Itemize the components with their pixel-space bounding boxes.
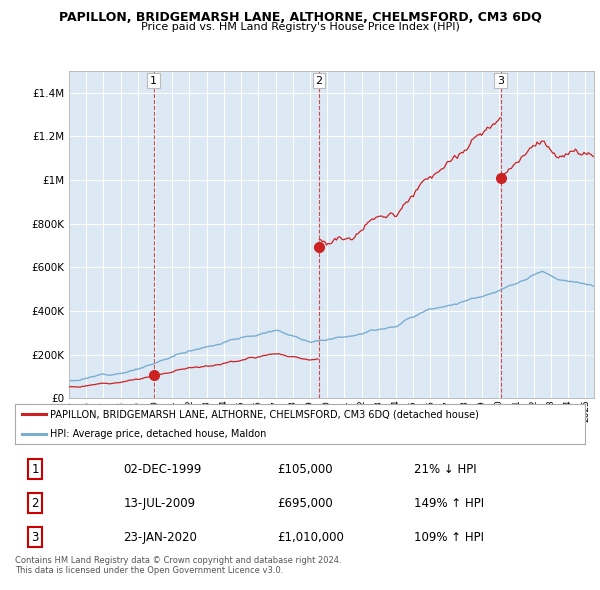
Text: 149% ↑ HPI: 149% ↑ HPI bbox=[414, 497, 484, 510]
Text: 2: 2 bbox=[316, 76, 323, 86]
Text: 3: 3 bbox=[497, 76, 504, 86]
Text: 2: 2 bbox=[31, 497, 39, 510]
Text: 109% ↑ HPI: 109% ↑ HPI bbox=[414, 530, 484, 544]
Text: £695,000: £695,000 bbox=[277, 497, 333, 510]
Text: This data is licensed under the Open Government Licence v3.0.: This data is licensed under the Open Gov… bbox=[15, 566, 283, 575]
Text: 13-JUL-2009: 13-JUL-2009 bbox=[124, 497, 196, 510]
Text: HPI: Average price, detached house, Maldon: HPI: Average price, detached house, Mald… bbox=[50, 429, 267, 438]
Text: 02-DEC-1999: 02-DEC-1999 bbox=[124, 463, 202, 476]
Text: 21% ↓ HPI: 21% ↓ HPI bbox=[414, 463, 476, 476]
Text: Price paid vs. HM Land Registry's House Price Index (HPI): Price paid vs. HM Land Registry's House … bbox=[140, 22, 460, 32]
Text: PAPILLON, BRIDGEMARSH LANE, ALTHORNE, CHELMSFORD, CM3 6DQ: PAPILLON, BRIDGEMARSH LANE, ALTHORNE, CH… bbox=[59, 11, 541, 24]
Text: Contains HM Land Registry data © Crown copyright and database right 2024.: Contains HM Land Registry data © Crown c… bbox=[15, 556, 341, 565]
Text: £1,010,000: £1,010,000 bbox=[277, 530, 344, 544]
Text: PAPILLON, BRIDGEMARSH LANE, ALTHORNE, CHELMSFORD, CM3 6DQ (detached house): PAPILLON, BRIDGEMARSH LANE, ALTHORNE, CH… bbox=[50, 409, 479, 419]
Text: 1: 1 bbox=[150, 76, 157, 86]
Text: 23-JAN-2020: 23-JAN-2020 bbox=[124, 530, 197, 544]
Text: £105,000: £105,000 bbox=[277, 463, 333, 476]
Text: 1: 1 bbox=[31, 463, 39, 476]
Text: 3: 3 bbox=[31, 530, 38, 544]
